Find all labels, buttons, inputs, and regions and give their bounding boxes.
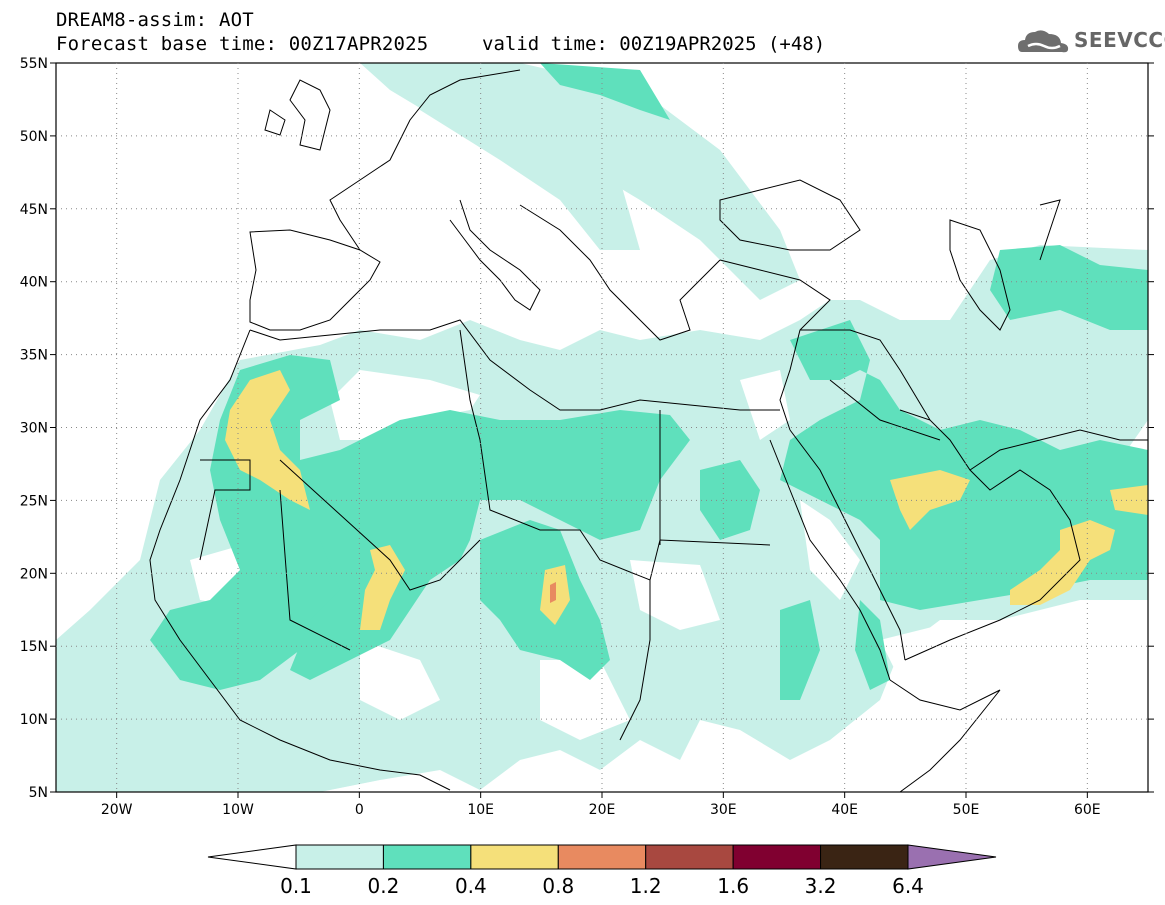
lat-label: 50N	[20, 129, 48, 145]
graticule	[50, 62, 1154, 798]
lat-label: 45N	[20, 202, 48, 218]
lon-label: 60E	[1074, 802, 1101, 818]
longitude-labels: 20W 10W 0 10E 20E 30E 40E 50E 60E	[101, 802, 1101, 818]
colorbar-label: 1.6	[717, 874, 749, 898]
lon-label: 20E	[589, 802, 616, 818]
colorbar-swatch	[295, 844, 384, 870]
valid-time: valid time: 00Z19APR2025 (+48)	[482, 33, 826, 55]
colorbar-lower-arrow	[207, 844, 297, 870]
colorbar-label: 0.8	[542, 874, 574, 898]
lat-label: 35N	[20, 348, 48, 364]
lon-label: 0	[355, 802, 364, 818]
lon-label: 10W	[222, 802, 254, 818]
colorbar-label: 1.2	[630, 874, 662, 898]
colorbar-label: 0.4	[455, 874, 487, 898]
lon-label: 10E	[467, 802, 494, 818]
colorbar-swatch	[732, 844, 822, 870]
colorbar-label: 0.2	[368, 874, 400, 898]
lat-label: 40N	[20, 275, 48, 291]
colorbar-swatch	[382, 844, 472, 870]
forecast-base-time: Forecast base time: 00Z17APR2025	[56, 33, 429, 55]
lat-label: 5N	[29, 785, 48, 801]
lon-label: 50E	[953, 802, 980, 818]
colorbar-swatch	[820, 844, 909, 870]
logo-text: SEEVCCC	[1074, 28, 1165, 52]
lat-label: 20N	[20, 566, 48, 582]
aot-contour-0.2	[150, 63, 1148, 700]
colorbar: 0.1 0.2 0.4 0.8 1.2 1.6 3.2 6.4	[207, 844, 997, 898]
lon-label: 40E	[831, 802, 858, 818]
coastlines-borders	[149, 69, 1148, 792]
lon-label: 20W	[101, 802, 133, 818]
lat-label: 10N	[20, 712, 48, 728]
colorbar-swatch	[645, 844, 734, 870]
colorbar-label: 3.2	[805, 874, 837, 898]
colorbar-upper-arrow	[907, 844, 997, 870]
map-area: 55N 50N 45N 40N 35N 30N 25N 20N 15N 10N 5N 20W 10W 0…	[20, 56, 1154, 818]
lon-label: 30E	[710, 802, 737, 818]
lat-label: 25N	[20, 493, 48, 509]
latitude-labels: 55N 50N 45N 40N 35N 30N 25N 20N 15N 10N 5N	[20, 56, 48, 801]
colorbar-label: 6.4	[892, 874, 924, 898]
lat-label: 55N	[20, 56, 48, 72]
colorbar-label: 0.1	[280, 874, 312, 898]
lat-label: 30N	[20, 421, 48, 437]
cloud-logo-icon	[1018, 30, 1069, 53]
colorbar-swatch	[557, 844, 647, 870]
aot-contour-0.4	[225, 370, 1148, 630]
colorbar-swatch	[470, 844, 559, 870]
aot-contour-0.8	[550, 582, 556, 603]
map-title: DREAM8-assim: AOT	[56, 9, 254, 31]
lat-label: 15N	[20, 639, 48, 655]
